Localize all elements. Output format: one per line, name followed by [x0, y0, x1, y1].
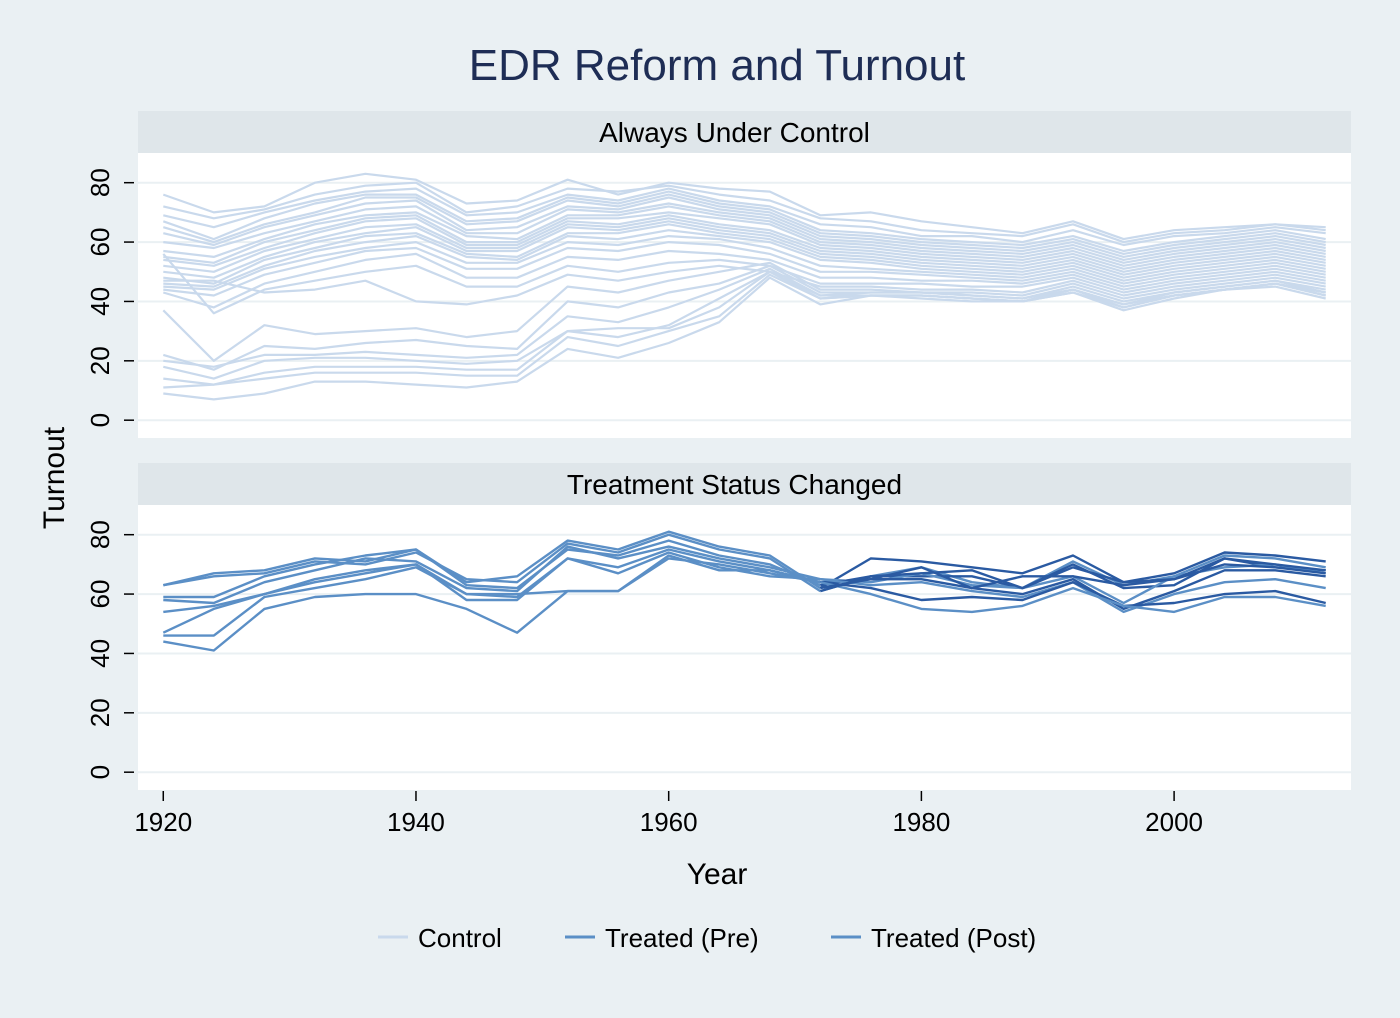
x-tick-label: 1920: [134, 807, 192, 837]
treated-post-series-line: [820, 581, 1326, 614]
x-tick-label: 1980: [892, 807, 950, 837]
control-series-line: [163, 273, 1326, 389]
control-series-line: [162, 193, 1326, 255]
treated-post-series-line: [820, 581, 1326, 608]
panel-always-under-control: Always Under Control 0 20 40 60 80: [85, 111, 1351, 438]
control-series-line: [162, 190, 1326, 253]
panel-strip-title: Always Under Control: [599, 117, 870, 148]
treated-post-series-line: [820, 569, 1326, 611]
control-series-line: [162, 249, 1326, 309]
legend-label: Treated (Pre): [605, 923, 759, 953]
control-series-line: [163, 217, 1326, 273]
y-tick-label: 60: [85, 228, 115, 257]
x-tick-label: 1960: [640, 807, 698, 837]
legend-label: Treated (Post): [871, 923, 1036, 953]
control-series-line: [162, 264, 1326, 371]
control-series-line: [163, 181, 1326, 244]
control-series-line: [163, 187, 1326, 247]
treated-pre-series-line: [163, 545, 821, 605]
treated-pre-series-line: [163, 530, 821, 590]
control-series-line: [163, 235, 1326, 291]
treated-post-series-line: [820, 563, 1326, 590]
control-series-line: [162, 253, 1326, 315]
y-tick-label: 80: [85, 168, 115, 197]
y-tick-label: 60: [85, 580, 115, 609]
x-tick-label: 1940: [387, 807, 445, 837]
treated-post-series-line: [819, 557, 1326, 593]
y-tick-label: 40: [85, 639, 115, 668]
treated-pre-series-line: [162, 551, 821, 634]
plot-area: [138, 505, 1351, 790]
x-tick-label: 2000: [1145, 807, 1203, 837]
control-series-line: [163, 264, 1326, 306]
panel-strip: [138, 463, 1351, 505]
control-series-line: [162, 261, 1326, 362]
y-tick-label: 0: [85, 413, 115, 427]
treated-pre-series-line: [163, 533, 821, 593]
control-series-line: [163, 270, 1326, 386]
control-series-line: [163, 241, 1326, 297]
panel-strip: [138, 111, 1351, 153]
panel-treatment-status-changed: Treatment Status Changed 0 20 40 60 80: [85, 463, 1351, 790]
y-tick-label: 20: [85, 346, 115, 375]
treated-pre-series-line: [163, 557, 821, 652]
control-series-line: [163, 276, 1326, 401]
panel-strip-title: Treatment Status Changed: [567, 469, 902, 500]
treated-pre-series-line: [163, 554, 821, 637]
chart-title: EDR Reform and Turnout: [469, 41, 965, 90]
legend-label: Control: [418, 923, 502, 953]
control-series-line: [163, 229, 1326, 288]
treated-pre-series-line: [163, 539, 821, 599]
control-series-line: [163, 196, 1326, 258]
control-series-line: [163, 211, 1326, 267]
y-tick-label: 0: [85, 765, 115, 779]
control-series-line: [163, 223, 1326, 285]
control-series-line: [163, 214, 1326, 270]
treated-post-series-line: [819, 551, 1326, 590]
control-series-line: [163, 220, 1326, 279]
control-series-line: [162, 172, 1326, 241]
x-axis: 1920 1940 1960 1980 2000: [134, 791, 1203, 837]
control-series-line: [163, 202, 1326, 261]
y-tick-label: 80: [85, 520, 115, 549]
legend: Control Treated (Pre) Treated (Post): [378, 923, 1036, 953]
control-series-line: [163, 205, 1326, 264]
y-axis-label: Turnout: [38, 426, 71, 529]
x-axis-label: Year: [687, 858, 748, 891]
y-tick-label: 40: [85, 287, 115, 316]
y-tick-label: 20: [85, 698, 115, 727]
